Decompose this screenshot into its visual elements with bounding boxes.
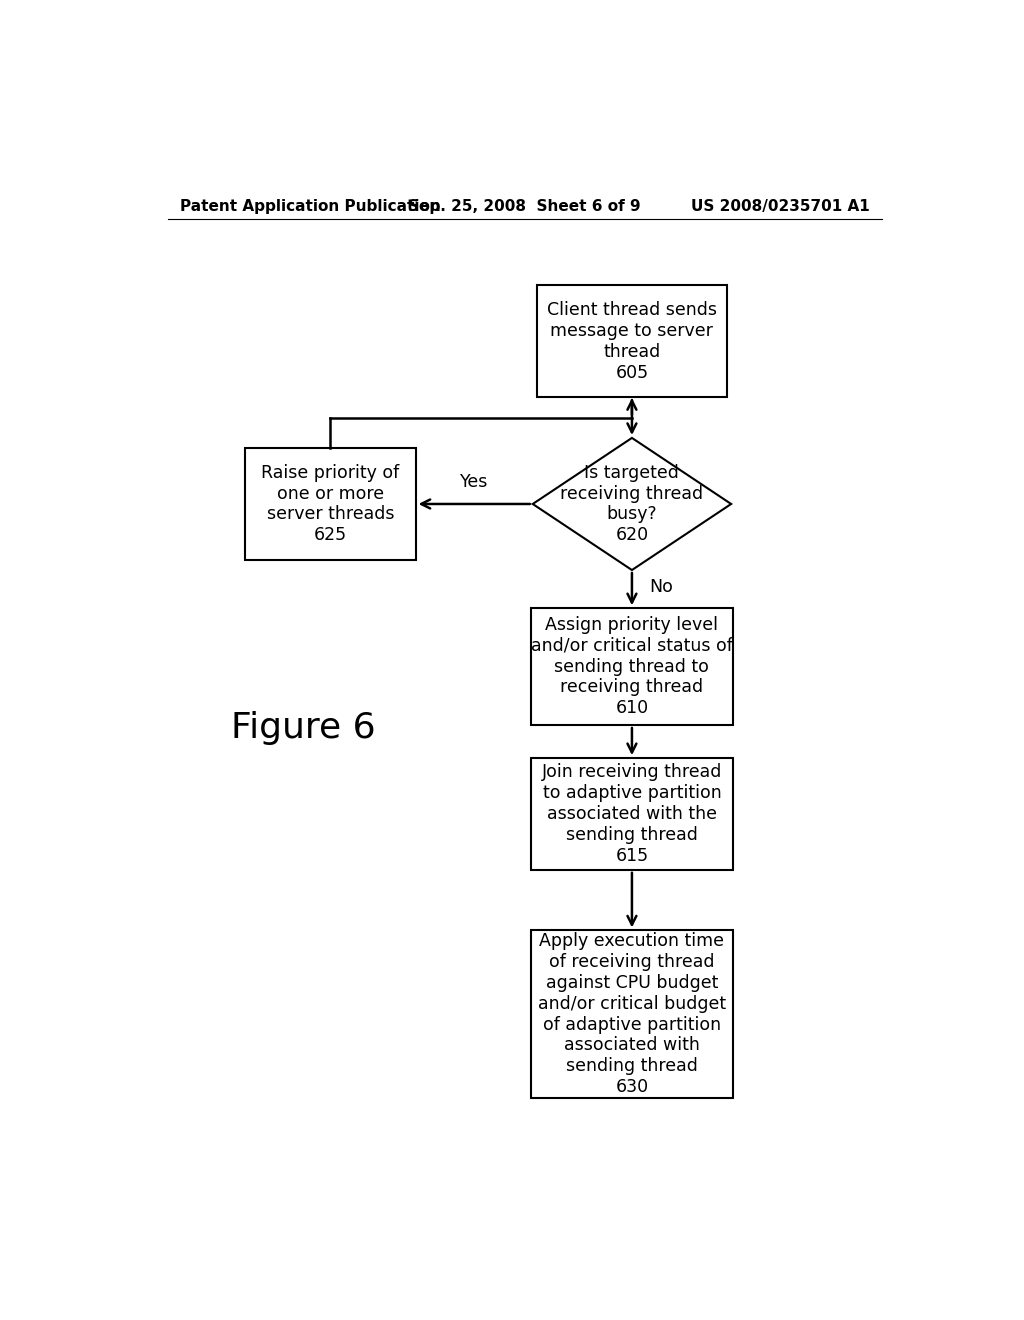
Text: Client thread sends
message to server
thread
605: Client thread sends message to server th… (547, 301, 717, 381)
Text: No: No (649, 578, 673, 597)
Polygon shape (532, 438, 731, 570)
Text: Apply execution time
of receiving thread
against CPU budget
and/or critical budg: Apply execution time of receiving thread… (538, 932, 726, 1096)
Text: Figure 6: Figure 6 (231, 710, 376, 744)
Text: Yes: Yes (460, 473, 488, 491)
Text: Patent Application Publication: Patent Application Publication (179, 199, 440, 214)
Text: Raise priority of
one or more
server threads
625: Raise priority of one or more server thr… (261, 463, 399, 544)
FancyBboxPatch shape (530, 609, 733, 725)
FancyBboxPatch shape (537, 285, 727, 397)
FancyBboxPatch shape (245, 447, 416, 560)
Text: Assign priority level
and/or critical status of
sending thread to
receiving thre: Assign priority level and/or critical st… (531, 616, 733, 717)
FancyBboxPatch shape (530, 758, 733, 870)
Text: US 2008/0235701 A1: US 2008/0235701 A1 (691, 199, 870, 214)
Text: Sep. 25, 2008  Sheet 6 of 9: Sep. 25, 2008 Sheet 6 of 9 (409, 199, 641, 214)
Text: Join receiving thread
to adaptive partition
associated with the
sending thread
6: Join receiving thread to adaptive partit… (542, 763, 722, 865)
Text: Is targeted
receiving thread
busy?
620: Is targeted receiving thread busy? 620 (560, 463, 703, 544)
FancyBboxPatch shape (530, 931, 733, 1098)
